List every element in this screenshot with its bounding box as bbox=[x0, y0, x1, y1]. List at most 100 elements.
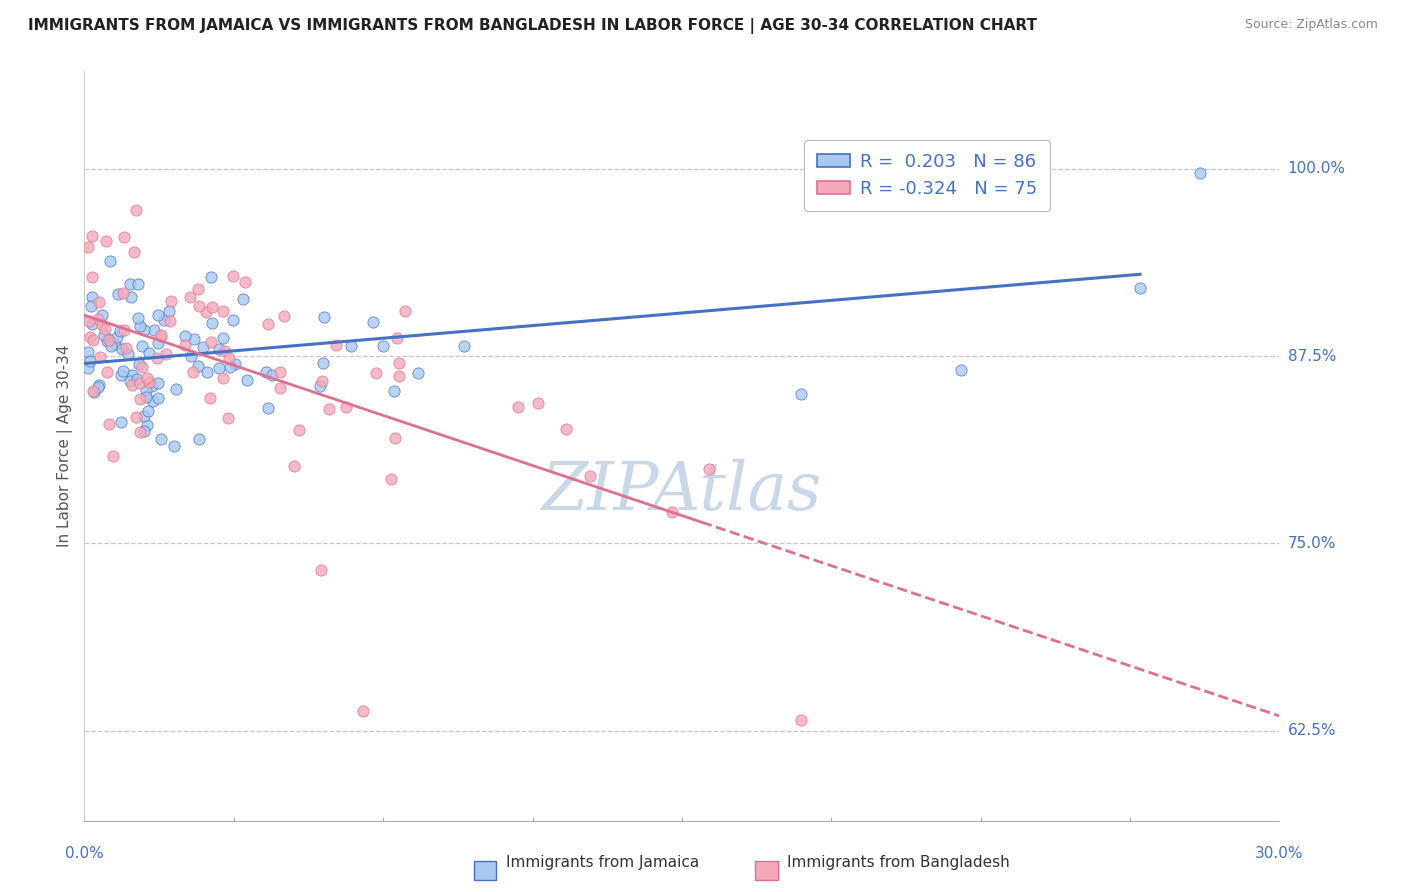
Point bbox=[87, 294, 110, 309]
Point bbox=[112, 323, 135, 337]
Legend: R =  0.203   N = 86, R = -0.324   N = 75: R = 0.203 N = 86, R = -0.324 N = 75 bbox=[804, 140, 1050, 211]
Point bbox=[179, 290, 201, 304]
Point bbox=[127, 277, 149, 291]
Point bbox=[235, 373, 257, 387]
Point bbox=[388, 369, 411, 384]
Point bbox=[148, 376, 170, 390]
Point bbox=[990, 159, 1012, 173]
Point bbox=[309, 379, 332, 393]
Point bbox=[208, 360, 231, 375]
Point bbox=[90, 318, 112, 333]
Point bbox=[555, 422, 578, 436]
Point bbox=[117, 346, 139, 360]
Point bbox=[949, 363, 972, 377]
Text: 62.5%: 62.5% bbox=[1288, 723, 1336, 739]
Point bbox=[93, 322, 115, 336]
Point bbox=[80, 299, 103, 313]
Point bbox=[150, 432, 173, 446]
Point bbox=[118, 277, 141, 292]
Point bbox=[183, 332, 205, 346]
Point bbox=[107, 286, 129, 301]
Point bbox=[160, 293, 183, 308]
Point bbox=[211, 303, 233, 318]
Point bbox=[112, 230, 135, 244]
Point bbox=[104, 337, 127, 351]
Point bbox=[121, 378, 143, 392]
Point bbox=[79, 330, 101, 344]
Point bbox=[163, 439, 186, 453]
Point bbox=[103, 450, 125, 464]
Point bbox=[111, 342, 134, 356]
Point bbox=[146, 351, 169, 365]
Point bbox=[312, 356, 335, 370]
Point bbox=[340, 339, 363, 353]
Point bbox=[208, 343, 231, 357]
Point bbox=[211, 371, 233, 385]
Point bbox=[394, 304, 416, 318]
Point bbox=[105, 330, 128, 344]
Point bbox=[82, 384, 104, 398]
Point bbox=[269, 381, 291, 395]
Point bbox=[93, 327, 115, 342]
Point bbox=[77, 361, 100, 376]
Point bbox=[120, 290, 142, 304]
Point bbox=[198, 391, 221, 405]
Point bbox=[89, 351, 111, 365]
Point bbox=[77, 240, 100, 254]
Point bbox=[183, 365, 205, 379]
Point bbox=[579, 469, 602, 483]
Point bbox=[96, 234, 118, 248]
Point bbox=[97, 331, 120, 345]
Point bbox=[157, 304, 180, 318]
Point bbox=[224, 357, 246, 371]
Point bbox=[200, 334, 222, 349]
Point bbox=[98, 333, 121, 347]
Point bbox=[380, 472, 402, 486]
Point bbox=[180, 349, 202, 363]
Point bbox=[142, 323, 165, 337]
Point bbox=[254, 365, 277, 379]
Point bbox=[173, 338, 195, 352]
Point bbox=[135, 391, 157, 405]
Point bbox=[325, 337, 347, 351]
Point bbox=[312, 310, 335, 325]
Point bbox=[128, 392, 150, 406]
Point bbox=[146, 392, 169, 406]
Point bbox=[200, 300, 222, 314]
Point bbox=[453, 339, 475, 353]
Text: 100.0%: 100.0% bbox=[1288, 161, 1346, 177]
Point bbox=[87, 312, 110, 326]
Point bbox=[201, 316, 224, 330]
Point bbox=[136, 418, 159, 433]
Text: IMMIGRANTS FROM JAMAICA VS IMMIGRANTS FROM BANGLADESH IN LABOR FORCE | AGE 30-34: IMMIGRANTS FROM JAMAICA VS IMMIGRANTS FR… bbox=[28, 18, 1038, 34]
Point bbox=[187, 281, 209, 295]
Point bbox=[188, 300, 211, 314]
Point bbox=[129, 425, 152, 439]
Point bbox=[309, 563, 332, 577]
Text: 0.0%: 0.0% bbox=[65, 846, 104, 861]
Point bbox=[661, 505, 683, 519]
Point bbox=[187, 432, 209, 446]
Point bbox=[527, 396, 550, 410]
Point bbox=[197, 365, 219, 379]
Point bbox=[138, 346, 160, 360]
Point bbox=[406, 366, 429, 380]
Point bbox=[136, 403, 159, 417]
Point bbox=[200, 270, 222, 285]
Point bbox=[134, 323, 156, 337]
Point bbox=[96, 365, 118, 379]
Point bbox=[131, 359, 153, 374]
Point bbox=[141, 378, 163, 392]
Point bbox=[388, 356, 411, 370]
Point bbox=[100, 339, 122, 353]
Text: Source: ZipAtlas.com: Source: ZipAtlas.com bbox=[1244, 18, 1378, 31]
Point bbox=[80, 269, 103, 284]
Point bbox=[110, 415, 132, 429]
Point bbox=[146, 309, 169, 323]
Point bbox=[283, 459, 305, 474]
Point bbox=[135, 371, 157, 385]
Point bbox=[115, 341, 138, 355]
Point bbox=[87, 380, 110, 394]
Point bbox=[131, 339, 153, 353]
Point bbox=[112, 364, 135, 378]
